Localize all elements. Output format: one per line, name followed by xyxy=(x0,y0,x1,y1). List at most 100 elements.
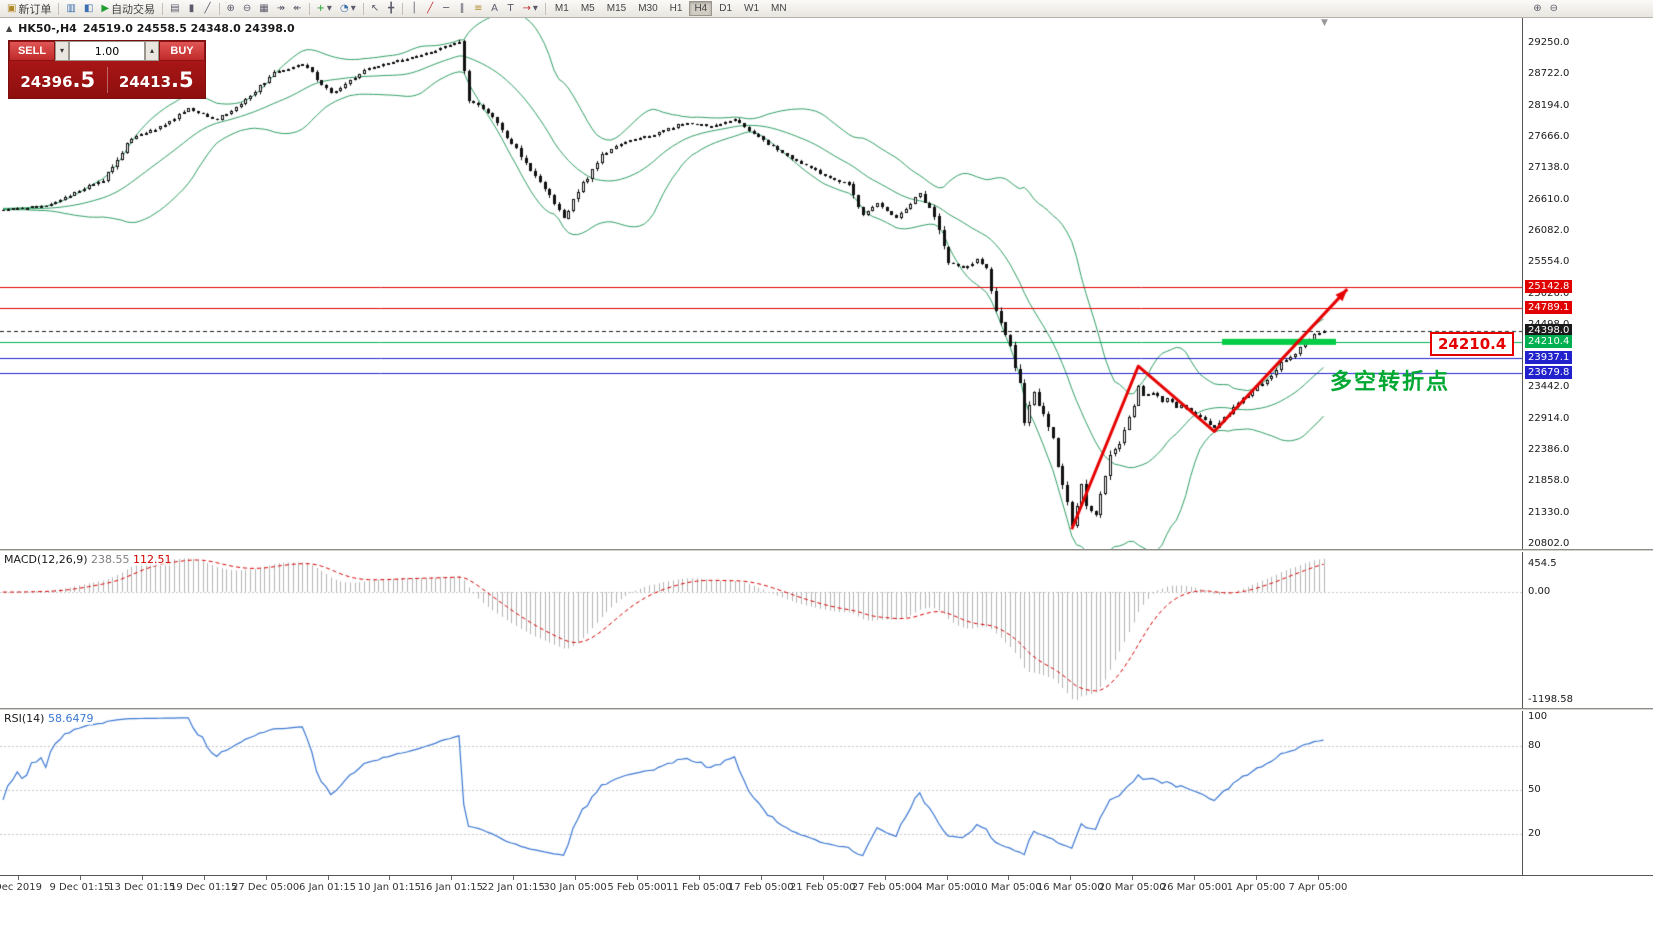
time-tick xyxy=(1132,876,1134,880)
trendline-tool-button[interactable]: ╱ xyxy=(422,1,438,17)
periods-button[interactable]: ◔ ▾ xyxy=(336,1,360,17)
timeframe-m1-button[interactable]: M1 xyxy=(550,1,574,16)
cursor-tool-button[interactable]: ↖ xyxy=(367,1,383,17)
horizontal-line-tool-button[interactable]: ─ xyxy=(438,1,454,17)
price-tick-label: 22914.0 xyxy=(1528,412,1570,424)
timeframe-m30-button[interactable]: M30 xyxy=(633,1,662,16)
time-tick xyxy=(389,876,391,880)
chart-shift-button[interactable]: ↞ xyxy=(289,1,305,17)
bar-chart-button[interactable]: ▤ xyxy=(166,1,183,17)
toolbar-separator xyxy=(218,2,220,15)
buy-price[interactable]: 24413.5 xyxy=(108,68,206,92)
indicators-dropdown-icon: ▾ xyxy=(326,2,332,14)
zoom-out-button[interactable]: ⊖ xyxy=(239,1,255,17)
time-tick xyxy=(1194,876,1196,880)
zoom-in-right-button[interactable]: ⊕ xyxy=(1529,1,1545,17)
time-axis-label: 1 Apr 05:00 xyxy=(1226,882,1286,893)
timeframe-d1-button[interactable]: D1 xyxy=(714,1,737,16)
time-axis-label: 13 Dec 01:15 xyxy=(108,882,176,893)
time-tick xyxy=(1070,876,1072,880)
tile-windows-button[interactable]: ▦ xyxy=(255,1,272,17)
time-tick xyxy=(575,876,577,880)
time-axis-label: 16 Mar 05:00 xyxy=(1036,882,1104,893)
market-watch-button[interactable]: ▥ xyxy=(62,1,79,17)
periods-clock-icon: ◔ xyxy=(339,2,349,14)
macd-canvas[interactable] xyxy=(0,552,1522,708)
price-axis[interactable]: 20802.0 21330.0 21858.0 22386.0 22914.0 23442… xyxy=(1522,18,1653,876)
chart-symbol: HK50-,H4 xyxy=(18,22,77,35)
trade-panel-controls: SELL ▾ ▴ BUY xyxy=(9,41,205,61)
lot-size-input[interactable] xyxy=(69,41,145,61)
time-axis-label: 26 Mar 05:00 xyxy=(1160,882,1228,893)
text-tool-button[interactable]: T xyxy=(503,1,519,17)
lot-down-button[interactable]: ▾ xyxy=(55,41,69,61)
level-price-label: 25142.8 xyxy=(1525,279,1573,293)
panel-splitter[interactable] xyxy=(0,549,1653,552)
time-tick xyxy=(884,876,886,880)
sell-price[interactable]: 24396.5 xyxy=(9,68,107,92)
text-tool-icon: T xyxy=(507,2,514,14)
time-tick xyxy=(1256,876,1257,880)
buy-price-frac: .5 xyxy=(171,67,194,92)
market-watch-icon: ▥ xyxy=(66,2,76,14)
auto-scroll-button[interactable]: ↠ xyxy=(273,1,289,17)
price-divider xyxy=(106,66,108,93)
time-axis-label: 30 Jan 05:00 xyxy=(543,882,607,893)
indicators-button[interactable]: + ▾ xyxy=(313,1,336,17)
lot-up-button[interactable]: ▴ xyxy=(145,41,159,61)
timeframe-m15-button[interactable]: M15 xyxy=(602,1,631,16)
timeframe-h1-button[interactable]: H1 xyxy=(665,1,688,16)
cursor-icon: ↖ xyxy=(370,2,380,14)
main-chart-canvas[interactable] xyxy=(0,18,1522,549)
rsi-canvas[interactable] xyxy=(0,711,1522,875)
line-chart-button[interactable]: ╱ xyxy=(200,1,216,17)
panel-splitter[interactable] xyxy=(0,708,1653,711)
auto-trading-button[interactable]: ▶ 自动交易 xyxy=(97,1,159,17)
toolbar-right-group: ⊕ ⊖ xyxy=(1529,1,1562,17)
crosshair-tool-button[interactable]: ╋ xyxy=(383,1,399,17)
new-order-icon: ▣ xyxy=(7,2,17,14)
toolbar-separator xyxy=(362,2,364,15)
turning-point-annotation: 多空转折点 xyxy=(1330,370,1451,395)
rsi-axis-label: 80 xyxy=(1528,740,1541,751)
buy-button[interactable]: BUY xyxy=(159,41,205,61)
chart-shift-marker-icon[interactable]: ▼ xyxy=(1321,18,1328,28)
toolbar-separator xyxy=(402,2,404,15)
arrows-dropdown-icon: ▾ xyxy=(532,2,538,14)
time-tick xyxy=(822,876,824,880)
level-price-label: 23937.1 xyxy=(1525,351,1573,365)
fibonacci-tool-button[interactable]: ≡ xyxy=(470,1,486,17)
text-label-tool-button[interactable]: A xyxy=(487,1,503,17)
arrows-tool-button[interactable]: → ▾ xyxy=(519,1,542,17)
price-tick-label: 21858.0 xyxy=(1528,475,1570,487)
zoom-out-right-button[interactable]: ⊖ xyxy=(1546,1,1562,17)
timeframe-m5-button[interactable]: M5 xyxy=(576,1,600,16)
chart-ohlc-values: 24519.0 24558.5 24348.0 24398.0 xyxy=(82,22,295,35)
sell-button[interactable]: SELL xyxy=(9,41,55,61)
periods-dropdown-icon: ▾ xyxy=(350,2,356,14)
price-tick-label: 22386.0 xyxy=(1528,444,1570,456)
macd-main-value: 238.55 xyxy=(91,553,130,566)
vertical-line-tool-button[interactable]: │ xyxy=(406,1,422,17)
time-axis-label: 16 Jan 01:15 xyxy=(419,882,483,893)
level-price-label: 23679.8 xyxy=(1525,366,1573,380)
timeframe-mn-button[interactable]: MN xyxy=(766,1,792,16)
price-tick-label: 27666.0 xyxy=(1528,130,1570,142)
zoom-in-button[interactable]: ⊕ xyxy=(223,1,239,17)
new-order-button[interactable]: ▣ 新订单 xyxy=(3,1,55,17)
navigator-button[interactable]: ◧ xyxy=(80,1,97,17)
time-axis-label: 19 Dec 01:15 xyxy=(170,882,238,893)
price-tick-label: 26082.0 xyxy=(1528,224,1570,236)
channel-tool-button[interactable]: ∥ xyxy=(454,1,470,17)
time-axis-label: 20 Mar 05:00 xyxy=(1098,882,1166,893)
timeframe-h4-button[interactable]: H4 xyxy=(689,1,713,16)
buy-price-main: 24413 xyxy=(118,72,172,91)
bar-chart-icon: ▤ xyxy=(170,2,180,14)
oneclick-collapse-icon[interactable]: ▲ xyxy=(6,24,13,33)
timeframe-w1-button[interactable]: W1 xyxy=(739,1,764,16)
time-axis-label: 27 Feb 05:00 xyxy=(851,882,918,893)
candlestick-chart-button[interactable]: ▮ xyxy=(184,1,200,17)
fibonacci-icon: ≡ xyxy=(474,2,483,14)
time-axis-label: 11 Feb 05:00 xyxy=(666,882,732,893)
